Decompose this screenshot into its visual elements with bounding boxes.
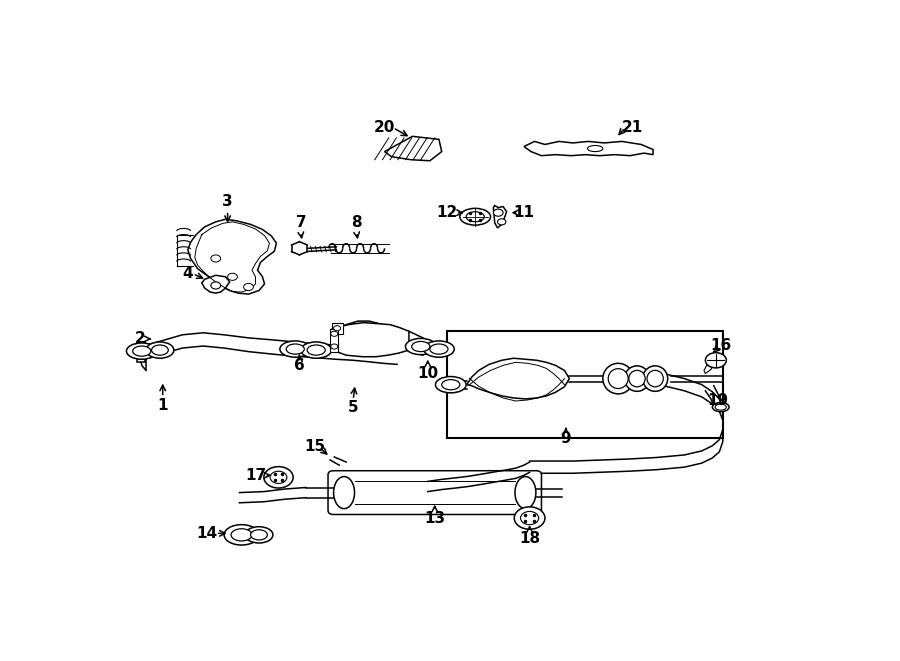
Ellipse shape bbox=[126, 343, 158, 360]
Circle shape bbox=[264, 467, 293, 488]
Polygon shape bbox=[493, 206, 507, 228]
Text: 3: 3 bbox=[222, 194, 233, 209]
Text: 5: 5 bbox=[347, 400, 358, 415]
Circle shape bbox=[211, 255, 220, 262]
Ellipse shape bbox=[430, 344, 448, 354]
Polygon shape bbox=[332, 323, 409, 357]
Ellipse shape bbox=[146, 342, 174, 358]
Text: 15: 15 bbox=[304, 440, 325, 454]
Bar bbox=[332, 323, 343, 334]
Polygon shape bbox=[704, 364, 714, 373]
Ellipse shape bbox=[706, 352, 726, 368]
Circle shape bbox=[493, 209, 503, 216]
Ellipse shape bbox=[460, 208, 491, 225]
Circle shape bbox=[334, 326, 340, 330]
Ellipse shape bbox=[716, 404, 726, 410]
Bar bbox=[137, 342, 145, 362]
Text: 13: 13 bbox=[424, 510, 446, 525]
Ellipse shape bbox=[280, 341, 310, 357]
Text: 4: 4 bbox=[183, 266, 194, 281]
Polygon shape bbox=[384, 136, 442, 161]
Text: 10: 10 bbox=[418, 366, 438, 381]
Bar bbox=[447, 331, 723, 438]
Text: 1: 1 bbox=[158, 397, 168, 412]
Ellipse shape bbox=[603, 364, 634, 394]
Ellipse shape bbox=[625, 366, 650, 391]
Ellipse shape bbox=[442, 379, 460, 390]
Ellipse shape bbox=[231, 529, 252, 541]
Ellipse shape bbox=[629, 370, 645, 387]
Circle shape bbox=[244, 284, 254, 291]
Text: 7: 7 bbox=[295, 215, 306, 230]
Text: 9: 9 bbox=[561, 431, 572, 446]
Ellipse shape bbox=[712, 403, 729, 412]
Circle shape bbox=[520, 512, 539, 525]
Ellipse shape bbox=[132, 346, 151, 356]
Ellipse shape bbox=[245, 527, 273, 543]
Ellipse shape bbox=[588, 145, 603, 151]
Circle shape bbox=[228, 273, 238, 280]
Ellipse shape bbox=[151, 345, 168, 355]
Ellipse shape bbox=[250, 529, 267, 540]
Ellipse shape bbox=[436, 377, 466, 393]
Ellipse shape bbox=[307, 345, 325, 355]
Ellipse shape bbox=[608, 369, 628, 389]
Ellipse shape bbox=[286, 344, 304, 354]
Circle shape bbox=[331, 344, 338, 349]
Text: 6: 6 bbox=[294, 358, 305, 373]
Circle shape bbox=[270, 471, 287, 483]
Bar bbox=[330, 329, 338, 352]
Ellipse shape bbox=[406, 338, 436, 355]
Circle shape bbox=[514, 507, 545, 529]
Text: 12: 12 bbox=[436, 205, 458, 220]
Ellipse shape bbox=[224, 525, 259, 545]
Ellipse shape bbox=[334, 477, 355, 508]
Ellipse shape bbox=[301, 342, 331, 358]
Text: 20: 20 bbox=[374, 120, 395, 135]
Ellipse shape bbox=[515, 477, 536, 508]
FancyBboxPatch shape bbox=[328, 471, 542, 514]
Ellipse shape bbox=[466, 212, 484, 221]
Polygon shape bbox=[524, 141, 653, 156]
Text: 2: 2 bbox=[135, 331, 146, 346]
Polygon shape bbox=[202, 275, 230, 293]
Text: 17: 17 bbox=[245, 468, 266, 483]
Ellipse shape bbox=[643, 366, 668, 391]
Circle shape bbox=[331, 331, 338, 336]
Text: 21: 21 bbox=[622, 120, 643, 135]
Text: 11: 11 bbox=[514, 205, 535, 220]
Text: 14: 14 bbox=[196, 525, 217, 541]
Polygon shape bbox=[188, 219, 276, 294]
Polygon shape bbox=[467, 358, 570, 399]
Text: 19: 19 bbox=[707, 393, 728, 408]
Text: 16: 16 bbox=[710, 338, 732, 352]
Ellipse shape bbox=[411, 342, 430, 352]
Circle shape bbox=[211, 282, 220, 289]
Circle shape bbox=[498, 219, 506, 225]
Ellipse shape bbox=[647, 370, 663, 387]
Ellipse shape bbox=[424, 341, 454, 357]
Text: 18: 18 bbox=[519, 531, 540, 546]
Text: 8: 8 bbox=[351, 215, 362, 230]
